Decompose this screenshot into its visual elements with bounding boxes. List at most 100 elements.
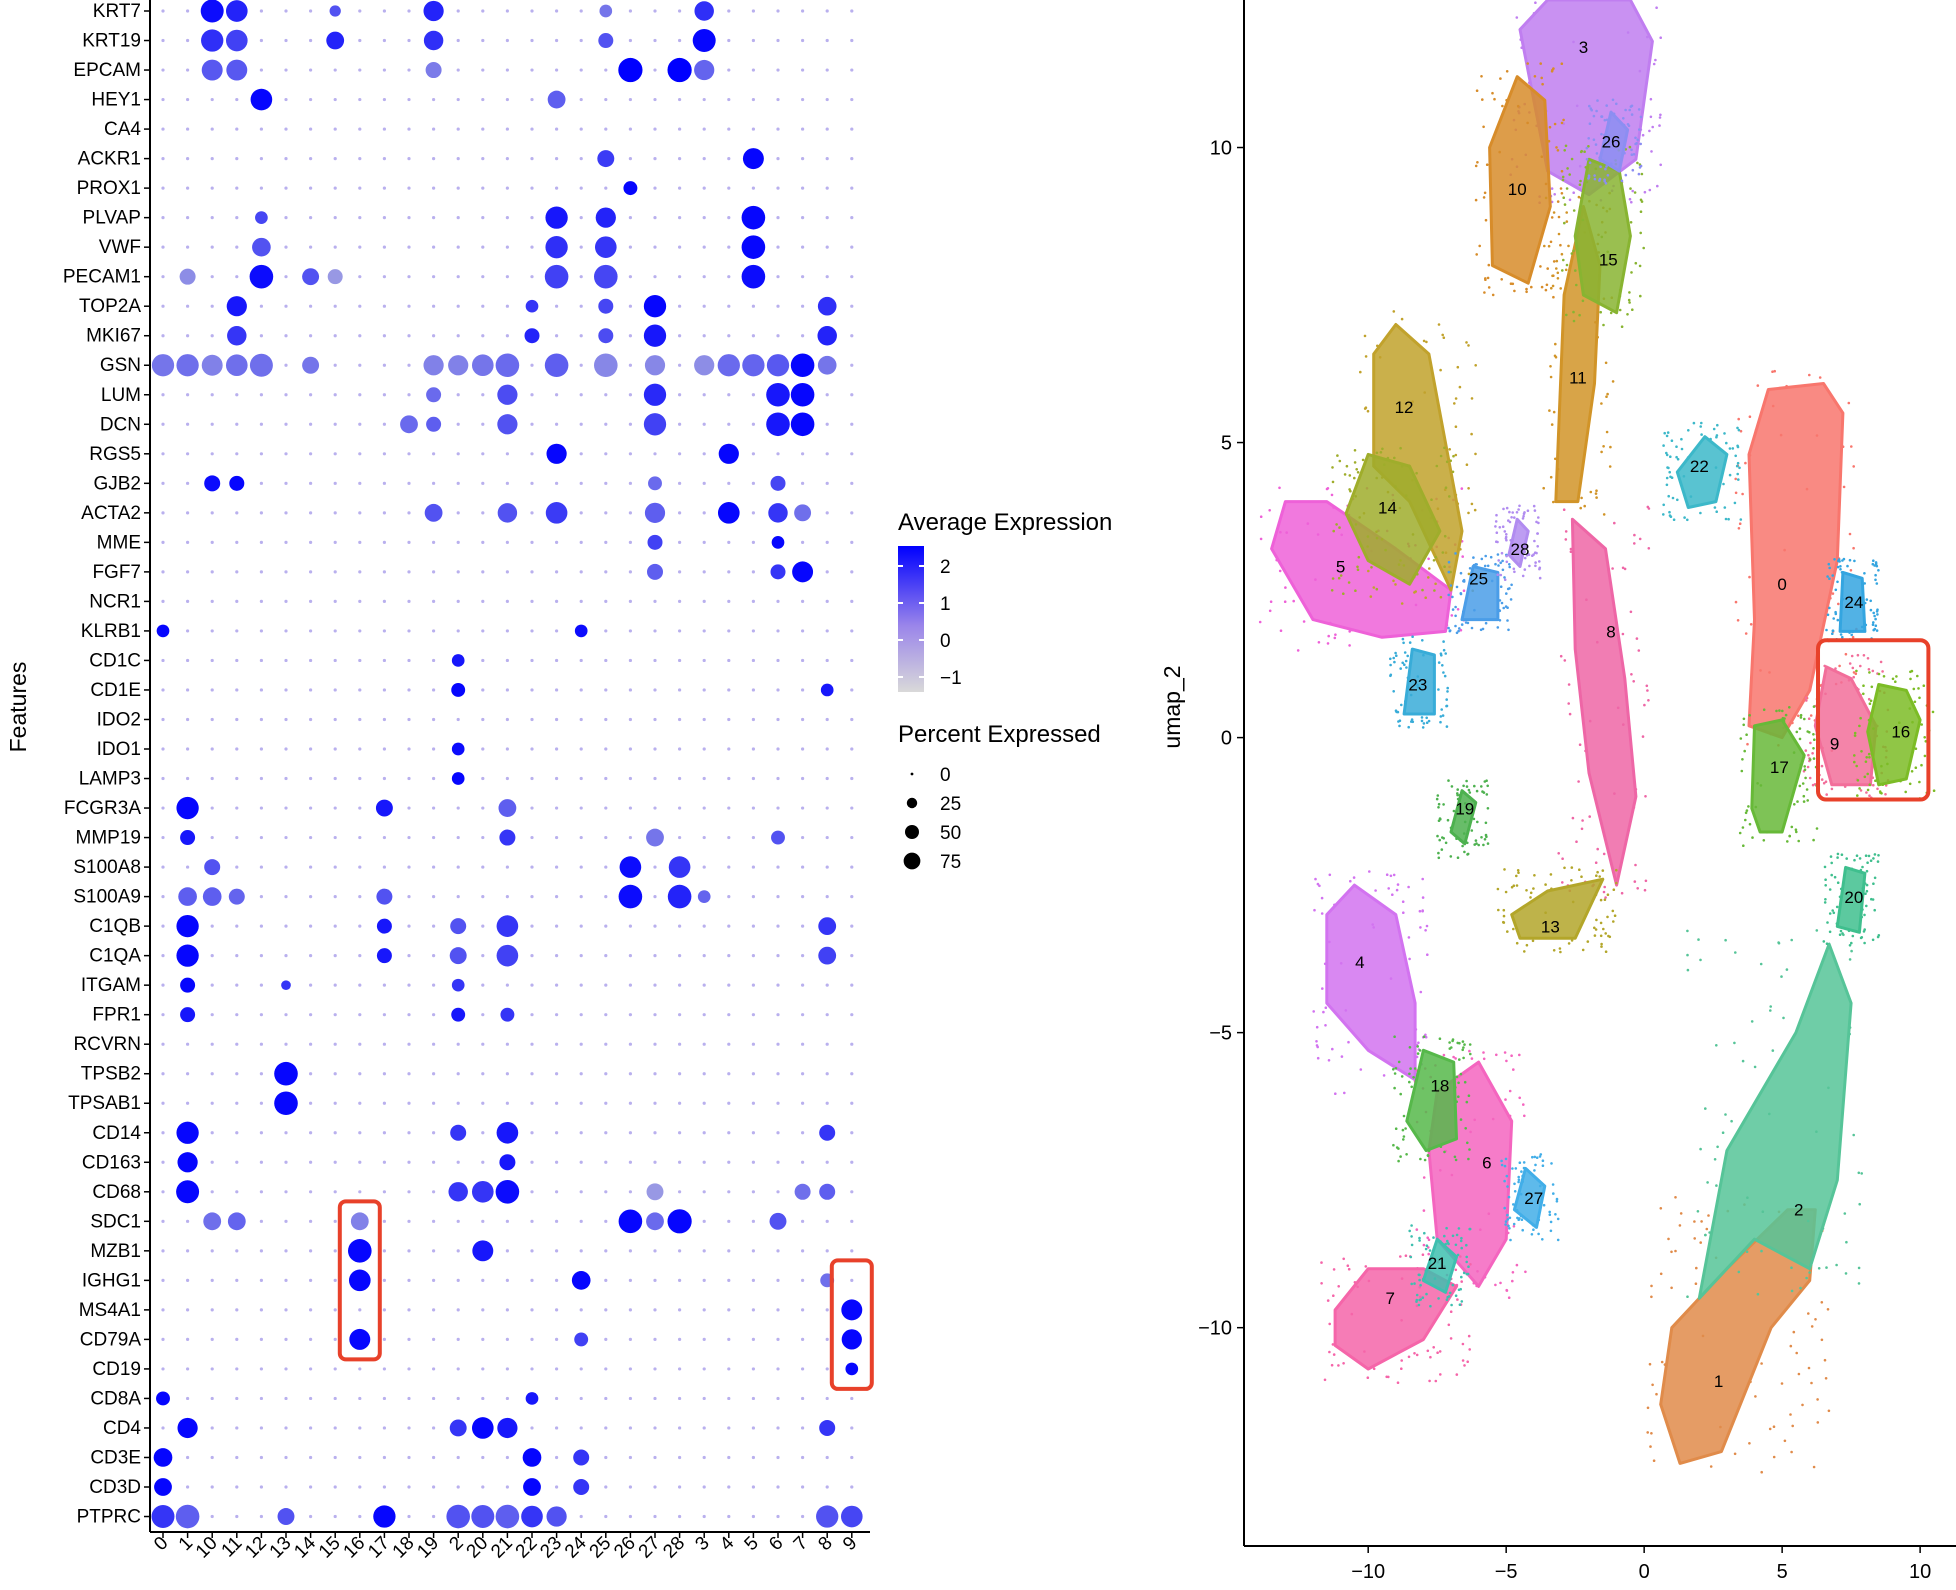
umap-point — [1867, 718, 1871, 722]
umap-point — [1535, 1156, 1539, 1159]
umap-point — [1864, 760, 1868, 763]
umap-point — [1816, 1398, 1819, 1401]
umap-point — [1363, 334, 1367, 338]
umap-point — [1484, 821, 1488, 825]
dot-baseline — [555, 983, 559, 987]
dot-baseline — [776, 599, 780, 604]
dot-baseline — [333, 1190, 337, 1194]
umap-point — [1418, 1273, 1421, 1277]
umap-point — [1422, 1243, 1426, 1247]
dot-baseline — [751, 511, 756, 515]
dot-ptprc-8 — [816, 1505, 839, 1528]
dot-baseline — [407, 806, 411, 810]
dot-baseline — [186, 717, 190, 722]
umap-point — [1404, 1254, 1408, 1257]
dot-fpr1-1 — [180, 1007, 196, 1023]
dot-baseline — [235, 97, 239, 102]
dot-baseline — [555, 422, 559, 426]
dot-baseline — [382, 1013, 386, 1017]
umap-point — [1723, 432, 1726, 435]
dot-baseline — [284, 1308, 288, 1312]
umap-point — [1531, 1155, 1534, 1159]
umap-point — [1699, 958, 1702, 962]
dot-baseline — [235, 1396, 239, 1401]
dot-baseline — [333, 1131, 337, 1135]
umap-point — [1812, 757, 1816, 760]
dot-baseline — [407, 599, 411, 604]
umap-point — [1737, 428, 1741, 432]
umap-point — [1549, 1229, 1553, 1233]
dot-baseline — [678, 1308, 682, 1312]
umap-point — [1419, 1157, 1422, 1161]
dot-baseline — [358, 1396, 362, 1401]
umap-point — [1456, 793, 1459, 797]
dot-gsn-3 — [694, 355, 715, 376]
umap-point — [1512, 1068, 1515, 1071]
umap-point — [1416, 649, 1420, 652]
dot-baseline — [382, 127, 386, 131]
dot-baseline — [309, 776, 313, 781]
umap-point — [1872, 783, 1875, 787]
dot-baseline — [825, 1337, 829, 1341]
umap-point — [1825, 793, 1828, 796]
dot-baseline — [407, 835, 411, 840]
dot-baseline — [505, 97, 509, 102]
dot-baseline — [678, 481, 682, 485]
dot-acta2-7 — [794, 504, 812, 522]
feature-label: MKI67 — [86, 326, 141, 347]
dot-baseline — [727, 186, 731, 190]
dot-ptprc-20 — [471, 1505, 495, 1529]
umap-point — [1442, 1053, 1446, 1057]
dot-baseline — [358, 245, 362, 249]
umap-point — [1467, 1157, 1470, 1161]
dot-baseline — [186, 688, 190, 692]
dot-baseline — [530, 1219, 534, 1223]
umap-point — [1585, 158, 1589, 161]
umap-point — [1402, 641, 1405, 645]
dot-baseline — [407, 334, 411, 338]
umap-point — [1608, 465, 1612, 468]
umap-point — [1894, 680, 1897, 683]
dot-baseline — [555, 688, 559, 692]
dot-baseline — [727, 1160, 731, 1164]
dot-krt7-25 — [599, 4, 613, 18]
dot-baseline — [776, 216, 780, 220]
dot-baseline — [727, 806, 731, 810]
dot-baseline — [727, 895, 731, 899]
dot-baseline — [579, 1219, 583, 1223]
dot-baseline — [776, 186, 780, 190]
umap-point — [1750, 1020, 1754, 1023]
dot-baseline — [382, 1072, 386, 1076]
umap-point — [1510, 885, 1514, 889]
umap-point — [1603, 118, 1607, 122]
dot-baseline — [407, 1131, 411, 1135]
umap-point — [1863, 882, 1867, 885]
umap-cluster-label-12: 12 — [1395, 398, 1414, 417]
umap-point — [1785, 384, 1788, 388]
umap-point — [1605, 165, 1608, 168]
umap-point — [1501, 525, 1505, 528]
dot-baseline — [751, 983, 756, 987]
umap-point — [1563, 866, 1566, 870]
dot-baseline — [751, 1308, 756, 1312]
umap-point — [1771, 370, 1774, 374]
dot-baseline — [678, 245, 682, 249]
umap-point — [1828, 888, 1832, 891]
umap-point — [1525, 554, 1529, 557]
dot-baseline — [284, 393, 288, 397]
umap-point — [1502, 914, 1506, 918]
dot-baseline — [727, 570, 731, 574]
umap-point — [1459, 548, 1462, 551]
umap-point — [1462, 578, 1466, 582]
umap-point — [1417, 1303, 1421, 1307]
dot-baseline — [456, 1042, 460, 1046]
umap-point — [1700, 433, 1703, 436]
umap-point — [1561, 881, 1564, 884]
umap-point — [1865, 598, 1869, 601]
umap-point — [1410, 718, 1414, 721]
dot-baseline — [382, 275, 386, 279]
umap-point — [1773, 369, 1776, 373]
dot-baseline — [161, 924, 165, 928]
umap-point — [1347, 581, 1351, 584]
umap-point — [1448, 448, 1451, 451]
